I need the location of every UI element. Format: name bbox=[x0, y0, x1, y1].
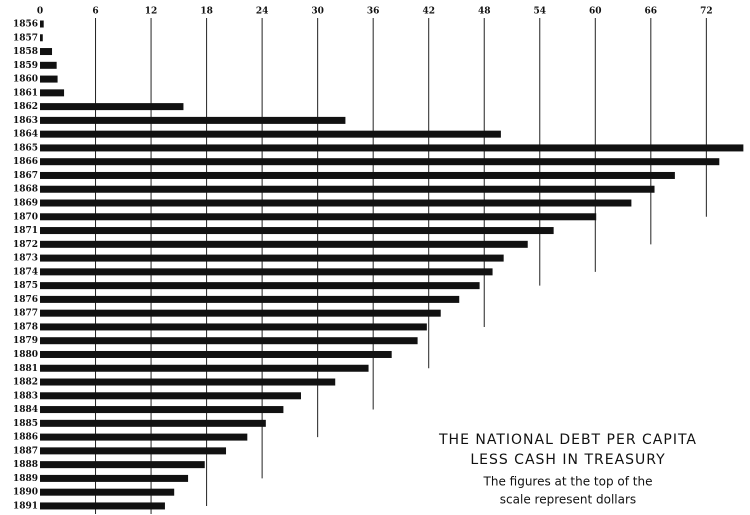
y-tick-label: 1878 bbox=[13, 322, 38, 332]
bar bbox=[40, 75, 58, 83]
bar bbox=[40, 474, 189, 482]
y-tick-label: 1862 bbox=[13, 102, 38, 112]
bar bbox=[40, 158, 720, 166]
chart-title: LESS CASH IN TREASURY bbox=[470, 452, 665, 468]
bar bbox=[40, 144, 744, 152]
y-tick-label: 1875 bbox=[13, 281, 38, 291]
bar bbox=[40, 116, 346, 124]
y-tick-label: 1866 bbox=[13, 157, 38, 167]
y-tick-label: 1879 bbox=[13, 336, 38, 346]
y-tick-label: 1856 bbox=[13, 20, 38, 30]
bar bbox=[40, 419, 266, 427]
y-tick-label: 1860 bbox=[13, 75, 38, 85]
bar bbox=[40, 34, 43, 42]
y-tick-label: 1865 bbox=[13, 143, 38, 153]
y-tick-label: 1887 bbox=[13, 446, 38, 456]
x-tick-label: 48 bbox=[478, 7, 491, 17]
x-tick-label: 60 bbox=[589, 7, 602, 17]
bar bbox=[40, 433, 248, 441]
y-tick-label: 1886 bbox=[13, 433, 38, 443]
bar bbox=[40, 447, 227, 455]
y-tick-label: 1883 bbox=[13, 391, 38, 401]
x-tick-label: 30 bbox=[311, 7, 324, 17]
bar bbox=[40, 488, 175, 496]
y-tick-label: 1872 bbox=[13, 240, 38, 250]
bar bbox=[40, 323, 427, 331]
y-tick-label: 1859 bbox=[13, 61, 38, 71]
bar bbox=[40, 282, 480, 290]
chart-subtitle: scale represent dollars bbox=[500, 493, 636, 507]
bar bbox=[40, 240, 528, 248]
bar bbox=[40, 378, 336, 386]
bar bbox=[40, 392, 301, 400]
y-tick-label: 1864 bbox=[13, 130, 38, 140]
x-tick-label: 12 bbox=[145, 7, 158, 17]
bar bbox=[40, 406, 284, 414]
y-tick-label: 1863 bbox=[13, 116, 38, 126]
bar bbox=[40, 20, 44, 28]
x-tick-label: 42 bbox=[422, 7, 435, 17]
y-tick-label: 1891 bbox=[13, 501, 38, 511]
x-tick-label: 66 bbox=[645, 7, 658, 17]
bar bbox=[40, 185, 655, 193]
x-tick-label: 6 bbox=[92, 7, 98, 17]
bar bbox=[40, 295, 460, 303]
bar bbox=[40, 89, 65, 97]
y-tick-label: 1890 bbox=[13, 488, 38, 498]
bar bbox=[40, 502, 165, 510]
bar bbox=[40, 103, 184, 111]
x-tick-label: 0 bbox=[37, 7, 43, 17]
y-tick-label: 1874 bbox=[13, 267, 38, 277]
bar bbox=[40, 199, 632, 207]
bar bbox=[40, 171, 675, 179]
bar bbox=[40, 364, 369, 372]
y-tick-label: 1857 bbox=[13, 33, 38, 43]
bar bbox=[40, 227, 554, 235]
y-tick-label: 1869 bbox=[13, 199, 38, 209]
x-tick-label: 36 bbox=[367, 7, 380, 17]
bar bbox=[40, 48, 53, 56]
y-tick-label: 1861 bbox=[13, 88, 38, 98]
y-tick-label: 1882 bbox=[13, 378, 38, 388]
y-tick-label: 1873 bbox=[13, 254, 38, 264]
x-tick-label: 72 bbox=[700, 7, 713, 17]
x-tick-label: 18 bbox=[200, 7, 213, 17]
bar bbox=[40, 268, 493, 276]
bar bbox=[40, 213, 597, 221]
y-tick-label: 1871 bbox=[13, 226, 38, 236]
y-tick-label: 1868 bbox=[13, 185, 38, 195]
y-tick-label: 1889 bbox=[13, 474, 38, 484]
bar bbox=[40, 350, 392, 358]
y-tick-label: 1858 bbox=[13, 47, 38, 57]
y-tick-label: 1888 bbox=[13, 460, 38, 470]
y-tick-label: 1870 bbox=[13, 212, 38, 222]
bar bbox=[40, 61, 57, 69]
x-tick-label: 24 bbox=[256, 7, 269, 17]
y-tick-label: 1885 bbox=[13, 419, 38, 429]
bar bbox=[40, 254, 504, 262]
y-tick-label: 1884 bbox=[13, 405, 38, 415]
bar bbox=[40, 309, 441, 317]
y-tick-label: 1881 bbox=[13, 364, 38, 374]
y-tick-label: 1877 bbox=[13, 309, 38, 319]
y-tick-label: 1876 bbox=[13, 295, 38, 305]
chart-subtitle: The figures at the top of the bbox=[483, 475, 653, 489]
bar bbox=[40, 337, 418, 345]
y-tick-label: 1880 bbox=[13, 350, 38, 360]
bar bbox=[40, 461, 205, 469]
chart-title: THE NATIONAL DEBT PER CAPITA bbox=[438, 432, 697, 448]
y-tick-label: 1867 bbox=[13, 171, 38, 181]
x-tick-label: 54 bbox=[533, 7, 546, 17]
bar bbox=[40, 130, 501, 138]
